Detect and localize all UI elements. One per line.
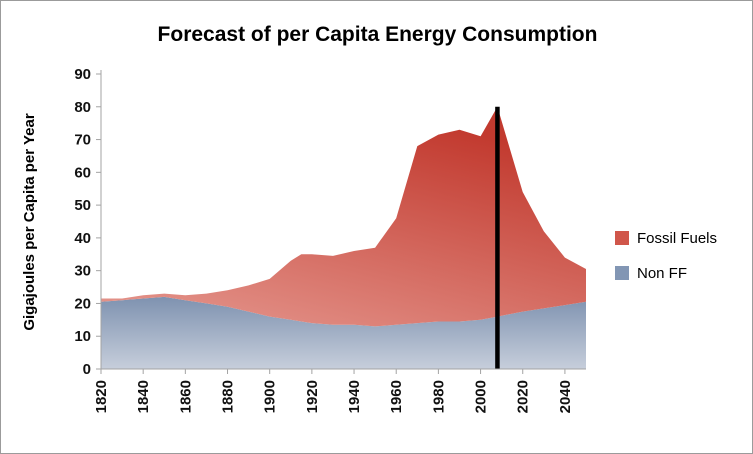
legend-item-non-ff: Non FF — [615, 264, 717, 282]
legend-item-fossil-fuels: Fossil Fuels — [615, 229, 717, 247]
area-series-fossil-fuels — [101, 106, 586, 327]
y-tick-label: 10 — [74, 328, 91, 345]
x-tick-label: 2040 — [557, 380, 574, 413]
x-tick-label: 1900 — [262, 380, 279, 413]
legend-label-non-ff: Non FF — [637, 264, 688, 282]
legend-swatch-fossil-fuels — [615, 231, 629, 245]
x-tick-label: 2020 — [515, 380, 532, 413]
y-tick-label: 0 — [83, 361, 91, 378]
area-series-non-ff — [101, 296, 586, 369]
y-tick-label: 20 — [74, 295, 91, 312]
y-tick-label: 50 — [74, 197, 91, 214]
x-tick-label: 1940 — [346, 380, 363, 413]
x-tick-label: 1880 — [220, 380, 237, 413]
x-tick-label: 1860 — [177, 380, 194, 413]
x-tick-label: 2000 — [473, 380, 490, 413]
y-tick-label: 90 — [74, 66, 91, 83]
x-tick-label: 1820 — [93, 380, 110, 413]
y-tick-label: 40 — [74, 230, 91, 247]
chart-title: Forecast of per Capita Energy Consumptio… — [157, 23, 598, 46]
legend-label-fossil-fuels: Fossil Fuels — [637, 229, 718, 247]
y-tick-label: 60 — [74, 164, 91, 181]
x-tick-label: 1920 — [304, 380, 321, 413]
legend: Fossil Fuels Non FF — [615, 229, 717, 282]
legend-swatch-non-ff — [615, 266, 629, 280]
x-tick-label: 1840 — [135, 380, 152, 413]
y-tick-label: 30 — [74, 263, 91, 280]
x-tick-label: 1960 — [388, 380, 405, 413]
y-tick-label: 80 — [74, 99, 91, 116]
x-tick-label: 1980 — [430, 380, 447, 413]
y-tick-label: 70 — [74, 132, 91, 149]
